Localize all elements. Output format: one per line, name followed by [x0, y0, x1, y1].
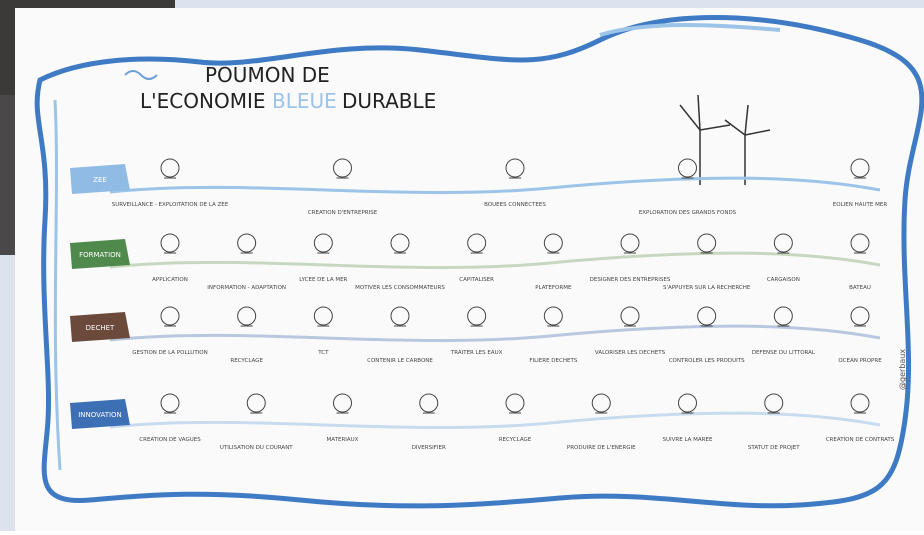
- item-label: CAPITALISER: [459, 277, 494, 283]
- item-label: CREATION DE CONTRATS: [826, 437, 895, 443]
- paper: [15, 8, 924, 531]
- item-label: RECYCLAGE: [499, 437, 532, 443]
- row-label: INNOVATION: [78, 411, 122, 419]
- item-label: EXPLORATION DES GRANDS FONDS: [639, 210, 737, 216]
- item-label: FILIERE DECHETS: [529, 358, 578, 364]
- item-label: MOTIVER LES CONSOMMATEURS: [355, 285, 445, 291]
- item-label: TCT: [317, 350, 329, 356]
- item-label: LYCEE DE LA MER: [299, 277, 347, 283]
- title-line: L'ECONOMIE: [140, 89, 265, 113]
- item-label: INFORMATION - ADAPTATION: [207, 285, 286, 291]
- item-label: S'APPUYER SUR LA RECHERCHE: [663, 285, 751, 291]
- item-label: DEFENSE DU LITTORAL: [752, 350, 816, 356]
- item-label: OCEAN PROPRE: [838, 358, 882, 364]
- item-label: CREATION D'ENTREPRISE: [308, 210, 378, 216]
- signature: @gerbaux: [898, 349, 907, 390]
- item-label: SUIVRE LA MAREE: [663, 437, 713, 443]
- sketchnote: POUMON DE L'ECONOMIE BLEUE DURABLE @gerb…: [0, 0, 924, 531]
- item-label: CARGAISON: [767, 277, 800, 283]
- row-label: ZEE: [93, 176, 107, 184]
- item-label: CONTENIR LE CARBONE: [367, 358, 433, 364]
- item-label: PRODUIRE DE L'ENERGIE: [567, 445, 636, 451]
- item-label: DIVERSIFIER: [412, 445, 446, 451]
- item-label: GESTION DE LA POLLUTION: [132, 350, 208, 356]
- item-label: BOUEES CONNECTEES: [484, 202, 546, 208]
- item-label: CONTROLER LES PRODUITS: [669, 358, 745, 364]
- row-label: DECHET: [86, 324, 115, 332]
- item-label: DESIGNER DES ENTREPRISES: [590, 277, 671, 283]
- item-label: BATEAU: [849, 285, 871, 291]
- item-label: MATERIAUX: [327, 437, 359, 443]
- title-line: DURABLE: [342, 89, 436, 113]
- item-label: TRAITER LES EAUX: [450, 350, 503, 356]
- item-label: PLATEFORME: [535, 285, 572, 291]
- item-label: STATUT DE PROJET: [748, 445, 800, 451]
- title-line: BLEUE: [272, 89, 337, 113]
- item-label: RECYCLAGE: [230, 358, 263, 364]
- item-label: UTILISATION DU COURANT: [220, 445, 293, 451]
- item-label: VALORISER LES DECHETS: [595, 350, 666, 356]
- item-label: CREATION DE VAGUES: [139, 437, 201, 443]
- item-label: EOLIEN HAUTE MER: [833, 202, 888, 208]
- item-label: SURVEILLANCE - EXPLOITATION DE LA ZEE: [112, 202, 229, 208]
- row-label: FORMATION: [79, 251, 121, 259]
- item-label: APPLICATION: [152, 277, 188, 283]
- title-line: POUMON DE: [205, 63, 330, 87]
